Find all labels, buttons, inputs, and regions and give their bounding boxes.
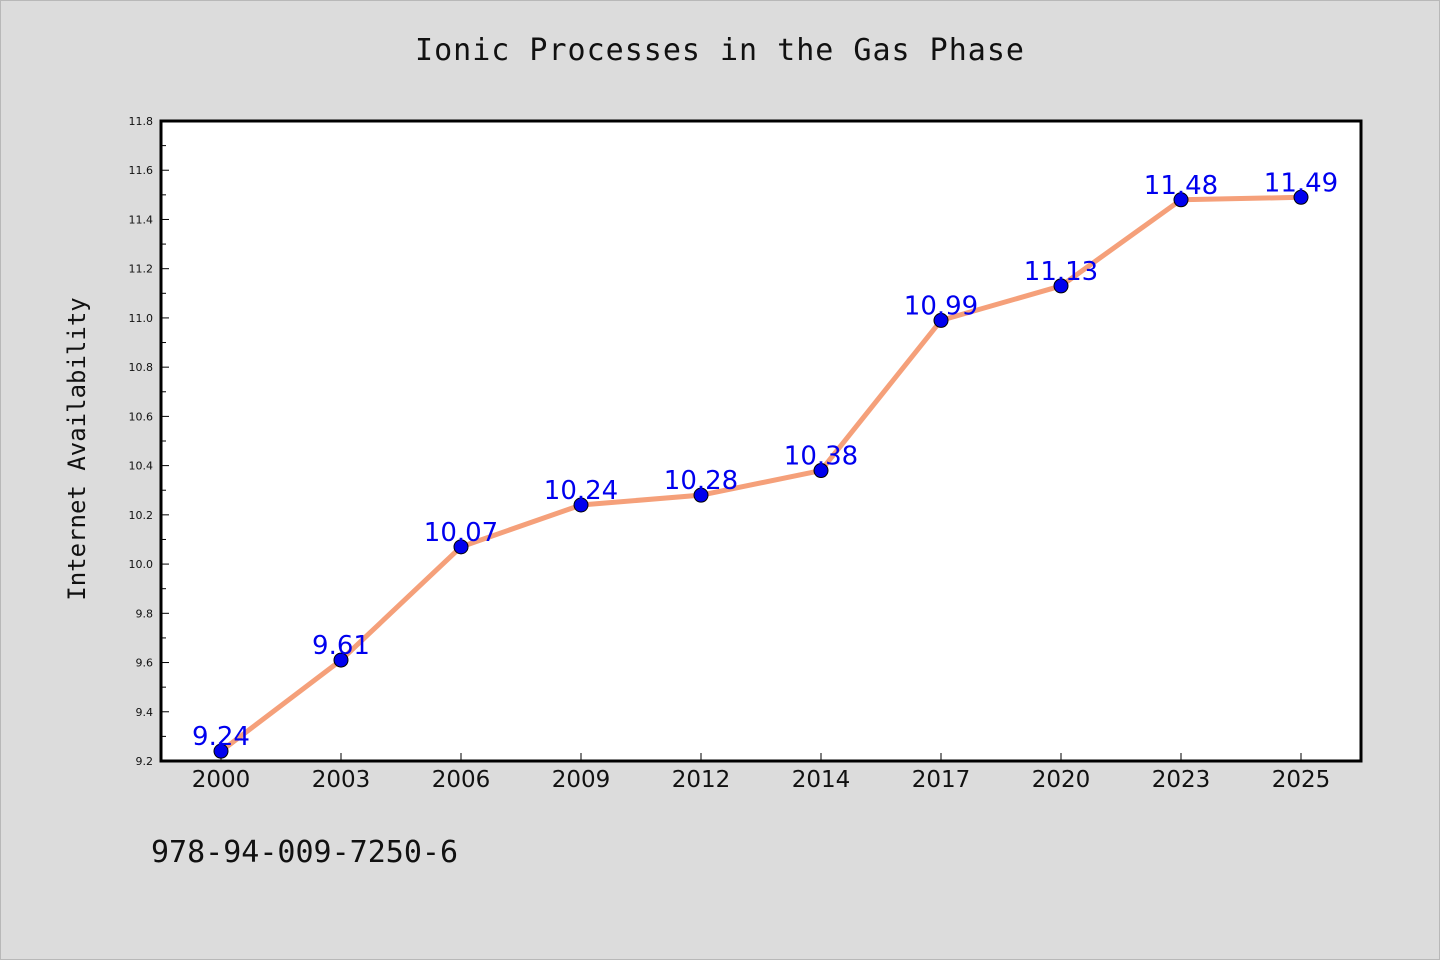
plot-frame [159, 119, 1363, 763]
data-point [573, 497, 589, 513]
y-tick-label: 11.4 [129, 213, 154, 226]
data-point [453, 539, 469, 555]
x-tick-label: 2017 [912, 767, 971, 793]
y-tick-label: 9.6 [136, 657, 154, 670]
x-tick-label: 2006 [432, 767, 491, 793]
x-tick-label: 2020 [1032, 767, 1091, 793]
data-point [933, 312, 949, 328]
y-tick-label: 10.0 [129, 558, 154, 571]
y-tick-label: 10.6 [129, 410, 154, 423]
data-point [1293, 189, 1309, 205]
x-tick-label: 2009 [552, 767, 611, 793]
x-tick-label: 2025 [1272, 767, 1331, 793]
y-tick-label: 10.2 [129, 509, 154, 522]
data-markers [213, 189, 1309, 759]
y-tick-label: 11.8 [129, 115, 154, 128]
y-tick-label: 11.2 [129, 263, 154, 276]
data-label: 10.99 [904, 291, 978, 321]
series-line [218, 194, 1304, 754]
y-tick-label: 11.0 [129, 312, 154, 325]
data-label: 9.61 [312, 631, 370, 661]
data-label: 10.28 [664, 466, 738, 496]
data-label: 10.38 [784, 442, 858, 472]
y-tick-label: 11.6 [129, 164, 154, 177]
isbn-footnote: 978-94-009-7250-6 [151, 835, 459, 870]
data-point [693, 487, 709, 503]
data-label: 11.48 [1144, 171, 1218, 201]
data-label: 11.13 [1024, 257, 1098, 287]
data-label: 10.07 [424, 518, 498, 548]
y-tick-label: 9.2 [136, 755, 154, 768]
y-tick-label: 9.4 [136, 706, 154, 719]
y-tick-label: 10.4 [129, 460, 154, 473]
chart-title: Ionic Processes in the Gas Phase [415, 33, 1025, 68]
x-axis-ticks: 2000 2003 2006 2009 2012 2014 2017 2020 2023 2025 [192, 753, 1331, 793]
data-labels: 9.24 9.61 10.07 10.24 10.28 10.38 10.99 11.13 11… [192, 168, 1338, 752]
data-point [333, 652, 349, 668]
data-point [813, 463, 829, 479]
x-tick-label: 2023 [1152, 767, 1211, 793]
x-tick-label: 2014 [792, 767, 851, 793]
x-tick-label: 2000 [192, 767, 251, 793]
data-point [1173, 192, 1189, 208]
y-tick-label: 9.8 [136, 607, 154, 620]
x-tick-label: 2012 [672, 767, 731, 793]
data-label: 10.24 [544, 476, 618, 506]
x-tick-label: 2003 [312, 767, 371, 793]
data-label: 11.49 [1264, 168, 1338, 198]
data-point [213, 743, 229, 759]
series-line-group [218, 194, 1304, 754]
plot-area [161, 121, 1361, 761]
data-label: 9.24 [192, 722, 250, 752]
data-point [1053, 278, 1069, 294]
y-tick-label: 10.8 [129, 361, 154, 374]
y-axis-ticks: 9.2 9.4 9.6 9.8 10.0 10.2 10.4 10.6 10.8 11.0 11.2… [129, 115, 169, 768]
